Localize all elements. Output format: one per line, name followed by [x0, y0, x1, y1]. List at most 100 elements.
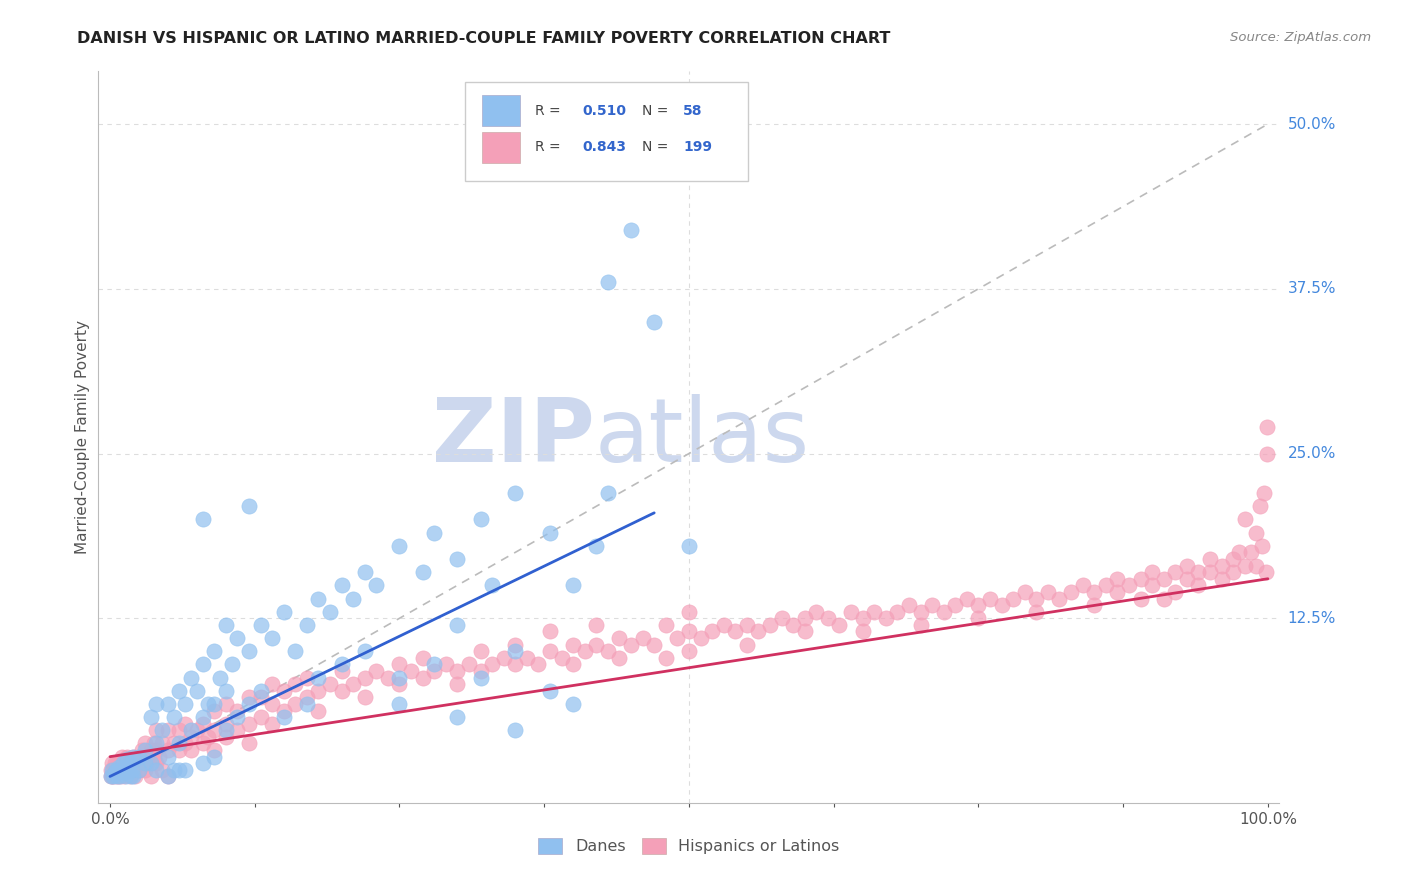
Text: R =: R = — [536, 103, 565, 118]
Danes — [156, 749, 179, 764]
FancyBboxPatch shape — [464, 82, 748, 181]
Danes — [145, 737, 167, 751]
Hispanics or Latinos — [1107, 585, 1129, 599]
Hispanics or Latinos — [700, 624, 723, 639]
Hispanics or Latinos — [107, 763, 129, 777]
Danes — [139, 756, 162, 771]
Hispanics or Latinos — [262, 716, 284, 731]
Danes — [226, 710, 249, 724]
Hispanics or Latinos — [273, 683, 295, 698]
Hispanics or Latinos — [122, 763, 145, 777]
Danes — [215, 683, 238, 698]
Hispanics or Latinos — [839, 605, 862, 619]
Hispanics or Latinos — [104, 763, 127, 777]
Danes — [111, 756, 134, 771]
Danes — [120, 769, 142, 783]
Danes — [134, 743, 156, 757]
Text: ZIP: ZIP — [432, 393, 595, 481]
Hispanics or Latinos — [284, 677, 307, 691]
Hispanics or Latinos — [759, 618, 782, 632]
Hispanics or Latinos — [273, 704, 295, 718]
Hispanics or Latinos — [620, 638, 643, 652]
Hispanics or Latinos — [139, 743, 162, 757]
Hispanics or Latinos — [770, 611, 793, 625]
Danes — [128, 763, 150, 777]
Hispanics or Latinos — [131, 743, 153, 757]
Danes — [366, 578, 388, 592]
Hispanics or Latinos — [1233, 558, 1256, 573]
Hispanics or Latinos — [747, 624, 769, 639]
Hispanics or Latinos — [215, 716, 238, 731]
Hispanics or Latinos — [932, 605, 955, 619]
Hispanics or Latinos — [666, 631, 689, 645]
Hispanics or Latinos — [1049, 591, 1071, 606]
Y-axis label: Married-Couple Family Poverty: Married-Couple Family Poverty — [75, 320, 90, 554]
Hispanics or Latinos — [863, 605, 886, 619]
Hispanics or Latinos — [388, 677, 411, 691]
Danes — [208, 671, 231, 685]
Hispanics or Latinos — [112, 756, 135, 771]
Text: 50.0%: 50.0% — [1288, 117, 1336, 132]
Danes — [174, 763, 197, 777]
Hispanics or Latinos — [678, 605, 700, 619]
Danes — [163, 763, 186, 777]
Hispanics or Latinos — [1140, 578, 1163, 592]
Danes — [169, 763, 191, 777]
Hispanics or Latinos — [139, 769, 162, 783]
Danes — [139, 710, 162, 724]
Danes — [643, 315, 665, 329]
Hispanics or Latinos — [117, 749, 139, 764]
Danes — [503, 486, 526, 500]
Danes — [470, 512, 492, 526]
Danes — [191, 657, 214, 672]
Danes — [446, 710, 468, 724]
Hispanics or Latinos — [550, 650, 572, 665]
Hispanics or Latinos — [1118, 578, 1140, 592]
Danes — [238, 644, 260, 658]
Danes — [412, 565, 434, 579]
Hispanics or Latinos — [979, 591, 1001, 606]
Hispanics or Latinos — [910, 618, 932, 632]
Hispanics or Latinos — [1153, 572, 1175, 586]
Hispanics or Latinos — [202, 704, 225, 718]
Hispanics or Latinos — [492, 650, 515, 665]
Hispanics or Latinos — [262, 677, 284, 691]
Hispanics or Latinos — [1083, 585, 1105, 599]
Hispanics or Latinos — [134, 749, 156, 764]
Danes — [145, 697, 167, 711]
Hispanics or Latinos — [516, 650, 538, 665]
Danes — [202, 749, 225, 764]
Danes — [145, 763, 167, 777]
Hispanics or Latinos — [174, 716, 197, 731]
Hispanics or Latinos — [1071, 578, 1094, 592]
Danes — [169, 737, 191, 751]
Hispanics or Latinos — [262, 697, 284, 711]
Hispanics or Latinos — [562, 657, 585, 672]
Hispanics or Latinos — [330, 683, 353, 698]
Hispanics or Latinos — [249, 710, 271, 724]
Hispanics or Latinos — [412, 650, 434, 665]
Danes — [470, 671, 492, 685]
Hispanics or Latinos — [886, 605, 908, 619]
Bar — [482, 95, 520, 126]
Hispanics or Latinos — [134, 737, 156, 751]
Danes — [215, 723, 238, 738]
Hispanics or Latinos — [238, 737, 260, 751]
Hispanics or Latinos — [156, 743, 179, 757]
Danes — [110, 769, 132, 783]
Hispanics or Latinos — [596, 644, 619, 658]
Danes — [191, 710, 214, 724]
Hispanics or Latinos — [124, 756, 146, 771]
Hispanics or Latinos — [128, 749, 150, 764]
Danes — [446, 552, 468, 566]
Hispanics or Latinos — [128, 763, 150, 777]
Danes — [134, 756, 156, 771]
Hispanics or Latinos — [897, 598, 920, 612]
Hispanics or Latinos — [295, 671, 318, 685]
Hispanics or Latinos — [1239, 545, 1261, 559]
Danes — [112, 765, 135, 780]
Danes — [117, 763, 139, 777]
Text: atlas: atlas — [595, 393, 810, 481]
Hispanics or Latinos — [353, 671, 375, 685]
Hispanics or Latinos — [527, 657, 550, 672]
